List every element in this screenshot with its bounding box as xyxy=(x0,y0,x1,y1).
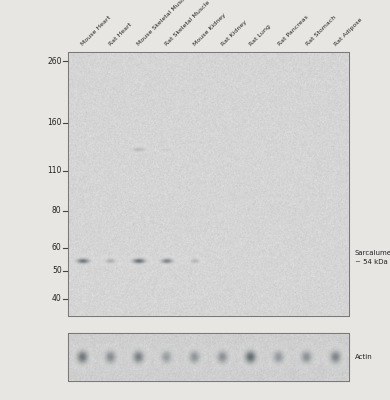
Text: Mouse Kidney: Mouse Kidney xyxy=(193,13,227,47)
Bar xyxy=(68,52,349,316)
Text: 260: 260 xyxy=(47,57,62,66)
Text: Sarcalumenin
~ 54 kDa: Sarcalumenin ~ 54 kDa xyxy=(355,250,390,265)
Text: Rat Heart: Rat Heart xyxy=(108,22,133,47)
Text: 160: 160 xyxy=(47,118,62,128)
Text: Rat Stomach: Rat Stomach xyxy=(305,15,337,47)
Text: Actin: Actin xyxy=(355,354,372,360)
Text: 50: 50 xyxy=(52,266,62,275)
Text: 60: 60 xyxy=(52,243,62,252)
Bar xyxy=(68,333,349,381)
Text: Mouse Skeletal Muscle: Mouse Skeletal Muscle xyxy=(136,0,190,47)
Text: Rat Pancreas: Rat Pancreas xyxy=(277,15,309,47)
Text: Rat Lung: Rat Lung xyxy=(249,24,272,47)
Text: Rat Adipose: Rat Adipose xyxy=(333,17,363,47)
Text: 40: 40 xyxy=(52,294,62,304)
Text: Rat Skeletal Muscle: Rat Skeletal Muscle xyxy=(165,0,211,47)
Text: Mouse Heart: Mouse Heart xyxy=(80,15,112,47)
Text: Rat Kidney: Rat Kidney xyxy=(221,20,248,47)
Text: 110: 110 xyxy=(47,166,62,175)
Text: 80: 80 xyxy=(52,206,62,216)
